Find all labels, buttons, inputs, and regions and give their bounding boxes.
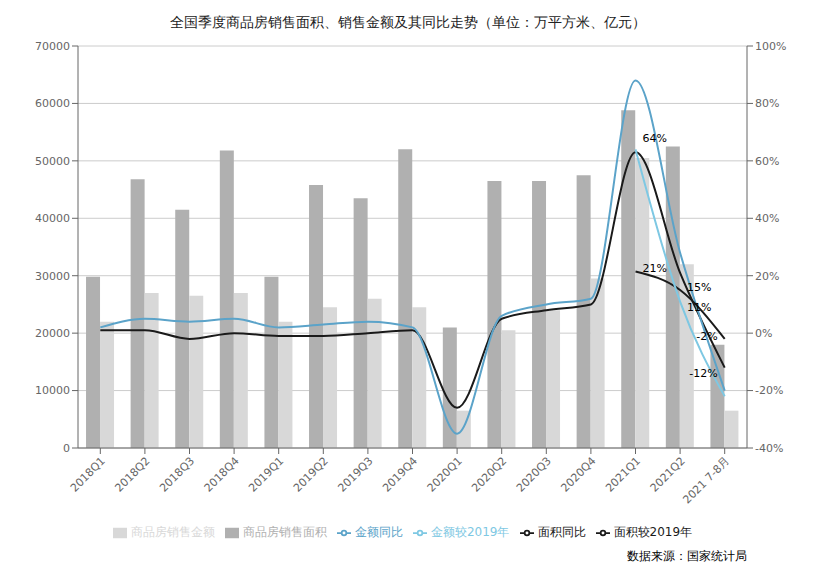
svg-text:-2%: -2% [696,330,717,343]
html-text:数据来源：国家统计局: 数据来源：国家统计局 [627,549,747,563]
html-text:面积较2019年: 面积较2019年 [613,525,692,539]
svg-text:40%: 40% [755,212,779,225]
svg-text:10000: 10000 [35,384,70,397]
svg-text:-20%: -20% [755,384,783,397]
svg-text:2018Q1: 2018Q1 [68,454,108,494]
html-text:金额较2019年: 金额较2019年 [431,525,510,539]
svg-text:2018Q2: 2018Q2 [112,454,152,494]
svg-text:100%: 100% [755,40,786,53]
html-text:商品房销售面积: 商品房销售面积 [243,525,327,539]
svg-text:2019Q2: 2019Q2 [291,454,331,494]
html-text:面积同比: 面积同比 [537,525,586,539]
svg-text:-12%: -12% [689,367,717,380]
html-text:商品房销售金额: 商品房销售金额 [131,525,215,539]
svg-text:60000: 60000 [35,97,70,110]
svg-text:2019Q3: 2019Q3 [335,454,375,494]
svg-text:2020Q2: 2020Q2 [469,454,509,494]
svg-text:2019Q1: 2019Q1 [246,454,286,494]
svg-text:20%: 20% [755,270,779,283]
svg-text:20000: 20000 [35,327,70,340]
svg-text:15%: 15% [687,281,711,294]
svg-text:-40%: -40% [755,442,783,455]
svg-text:80%: 80% [755,97,779,110]
svg-text:2019Q4: 2019Q4 [380,454,420,494]
svg-text:2020Q4: 2020Q4 [558,454,598,494]
svg-text:2021Q1: 2021Q1 [603,454,643,494]
svg-text:50000: 50000 [35,155,70,168]
svg-text:2021Q2: 2021Q2 [648,454,688,494]
svg-text:40000: 40000 [35,212,70,225]
svg-text:60%: 60% [755,155,779,168]
svg-text:2021 7-8月: 2021 7-8月 [680,454,732,506]
html-text:金额同比: 金额同比 [355,525,403,539]
svg-text:64%: 64% [643,132,667,145]
svg-text:30000: 30000 [35,270,70,283]
svg-text:2018Q3: 2018Q3 [157,454,197,494]
html-text:全国季度商品房销售面积、销售金额及其同比走势（单位：万平方米: 全国季度商品房销售面积、销售金额及其同比走势（单位：万平方米、亿元） [169,14,646,30]
svg-text:70000: 70000 [35,40,70,53]
svg-text:0: 0 [63,442,70,455]
svg-text:21%: 21% [643,262,667,275]
svg-text:0%: 0% [755,327,772,340]
svg-text:2020Q3: 2020Q3 [514,454,554,494]
svg-text:11%: 11% [687,301,711,314]
svg-text:2018Q4: 2018Q4 [202,454,242,494]
svg-text:2020Q1: 2020Q1 [425,454,465,494]
